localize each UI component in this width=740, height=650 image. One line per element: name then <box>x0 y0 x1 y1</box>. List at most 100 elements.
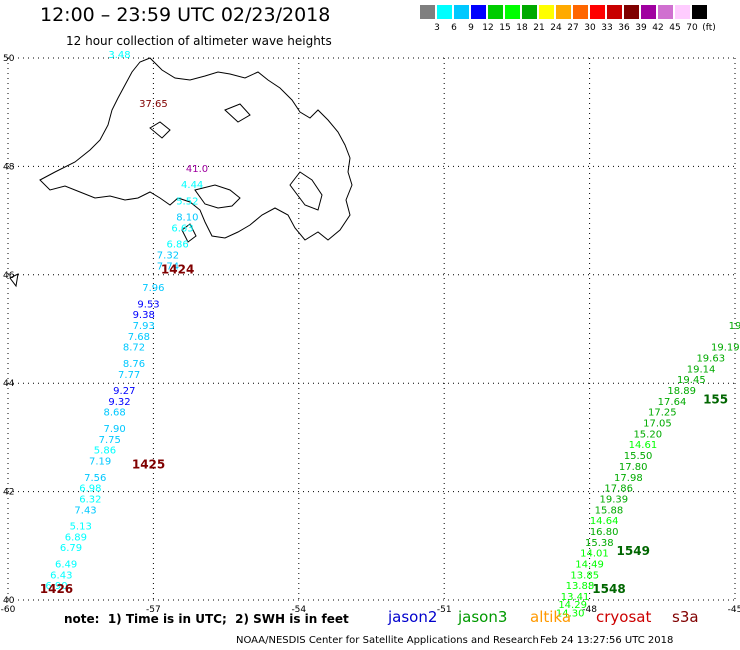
legend-swatch <box>675 5 690 19</box>
wave-height-value: 9.53 <box>137 299 159 310</box>
wave-height-value: 18.89 <box>667 386 696 397</box>
lon-tick-label: -45 <box>728 605 740 615</box>
wave-height-value: 9.38 <box>133 310 155 321</box>
legend-label: 45 <box>669 23 681 33</box>
wave-height-value: 14.64 <box>590 516 619 527</box>
legend-label: 70 <box>686 23 698 33</box>
lat-tick-label: 48 <box>3 162 15 172</box>
lat-tick-label: 40 <box>3 596 15 606</box>
wave-height-value: 7.93 <box>133 321 155 332</box>
wave-height-value: 14.61 <box>629 440 658 451</box>
wave-height-value: 15.20 <box>633 429 662 440</box>
map-subtitle: 12 hour collection of altimeter wave hei… <box>66 34 332 48</box>
lat-lon-grid: -60 -57 -54 -51 -48 -45 50 48 46 44 42 40 <box>1 54 740 615</box>
wave-height-value: 9.32 <box>108 397 130 408</box>
wave-height-value: 4.44 <box>181 180 203 191</box>
legend-label: 36 <box>618 23 630 33</box>
wave-height-value: 15.50 <box>624 451 653 462</box>
wave-height-value: 14.01 <box>580 549 609 560</box>
wave-height-value: 6.79 <box>60 543 82 554</box>
legend-label: 42 <box>652 23 664 33</box>
legend-swatch <box>658 5 673 19</box>
wave-height-value: 19 <box>729 321 740 332</box>
wave-height-value: 5.13 <box>70 522 92 533</box>
legend-label: 39 <box>635 23 647 33</box>
wave-height-value: 6.63 <box>171 223 193 234</box>
wave-height-value: 17.80 <box>619 462 648 473</box>
satellite-jason2: jason2 <box>388 608 438 626</box>
wave-height-value: 7.74 <box>157 261 179 272</box>
legend-swatch <box>624 5 639 19</box>
track-pass-label: 1548 <box>592 582 625 596</box>
lon-tick-label: -48 <box>582 605 597 615</box>
wave-height-value: 14.49 <box>575 559 604 570</box>
track-labels: 1424 1425 1426 1548 1549 155 <box>40 262 728 596</box>
lat-tick-label: 44 <box>3 379 15 389</box>
wave-height-value: 8.68 <box>103 408 125 419</box>
wave-height-value: 5.52 <box>176 196 198 207</box>
wave-height-value: 7.90 <box>103 424 125 435</box>
wave-height-points: 3.4837.6541.04.445.528.106.636.867.327.7… <box>45 50 740 619</box>
lon-tick-label: -60 <box>1 605 16 615</box>
legend-swatch <box>556 5 571 19</box>
wave-height-value: 14.29 <box>558 600 587 611</box>
wave-height-value: 8.72 <box>123 343 145 354</box>
track-pass-label: 1424 <box>161 262 194 276</box>
wave-height-value: 19.14 <box>687 364 716 375</box>
lat-tick-label: 46 <box>3 271 15 281</box>
lat-tick-label: 50 <box>3 54 15 64</box>
legend-label: 30 <box>584 23 596 33</box>
satellite-s3a: s3a <box>672 608 699 626</box>
wave-height-value: 13.88 <box>566 581 595 592</box>
wave-height-value: 6.43 <box>50 570 72 581</box>
legend-label: 6 <box>451 23 457 33</box>
wave-height-value: 13.41 <box>561 592 590 603</box>
legend-label: 21 <box>533 23 545 33</box>
wave-height-value: 7.75 <box>99 435 121 446</box>
wave-height-value: 5.86 <box>94 446 116 457</box>
legend-swatch <box>437 5 452 19</box>
legend-swatch <box>573 5 588 19</box>
wave-height-value: 7.32 <box>157 251 179 262</box>
legend-swatch <box>522 5 537 19</box>
wave-height-value: 15.88 <box>595 505 624 516</box>
wave-height-value: 37.65 <box>139 99 168 110</box>
wave-height-value: 19.45 <box>677 375 706 386</box>
map-title: 12:00 – 23:59 UTC 02/23/2018 <box>40 4 331 26</box>
legend-swatch <box>420 5 435 19</box>
legend-swatch <box>488 5 503 19</box>
wave-height-value: 7.43 <box>74 505 96 516</box>
legend-label: 12 <box>482 23 494 33</box>
wave-height-value: 16.80 <box>590 527 619 538</box>
legend-label: 33 <box>601 23 613 33</box>
legend-label: 24 <box>550 23 562 33</box>
track-pass-label: 1425 <box>132 458 165 472</box>
wave-height-value: 17.98 <box>614 473 643 484</box>
wave-height-value: 41.0 <box>186 164 208 175</box>
wave-height-value: 8.10 <box>176 213 198 224</box>
wave-height-value: 7.56 <box>84 473 106 484</box>
track-pass-label: 155 <box>703 392 728 406</box>
legend-swatch <box>539 5 554 19</box>
wave-height-value: 6.49 <box>55 559 77 570</box>
wave-height-value: 7.19 <box>89 457 111 468</box>
legend-swatch <box>505 5 520 19</box>
legend-swatch <box>454 5 469 19</box>
footer-note: note: 1) Time is in UTC; 2) SWH is in fe… <box>64 612 349 626</box>
wave-height-value: 17.25 <box>648 408 677 419</box>
legend-swatch <box>607 5 622 19</box>
legend-swatch <box>692 5 707 19</box>
satellite-cryosat: cryosat <box>596 608 652 626</box>
legend-label: 27 <box>567 23 579 33</box>
wave-height-value: 3.48 <box>108 50 130 61</box>
legend-label: 9 <box>468 23 474 33</box>
wave-height-value: 17.64 <box>658 397 687 408</box>
wave-height-value: 9.27 <box>113 386 135 397</box>
wave-height-value: 6.89 <box>65 532 87 543</box>
wave-height-value: 6.86 <box>167 240 189 251</box>
wave-height-value: 14.30 <box>556 608 585 619</box>
wave-height-value: 7.96 <box>142 283 164 294</box>
legend-swatch <box>471 5 486 19</box>
satellite-jason3: jason3 <box>458 608 508 626</box>
